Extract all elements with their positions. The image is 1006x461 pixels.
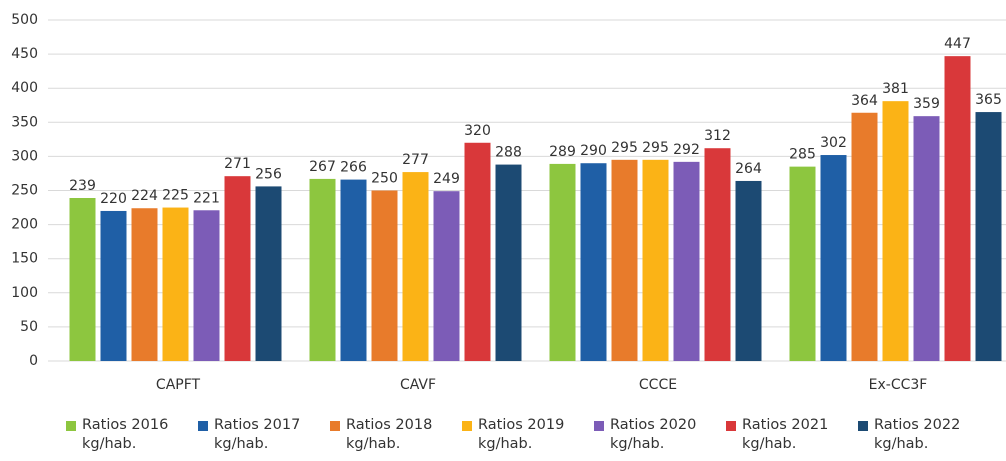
y-tick-label: 250 (11, 183, 38, 199)
bar (549, 163, 576, 361)
data-label: 320 (464, 123, 491, 139)
data-label: 249 (433, 171, 460, 187)
y-tick-label: 500 (11, 12, 38, 28)
data-label: 365 (975, 92, 1002, 108)
y-tick-label: 0 (29, 353, 38, 369)
bar (162, 207, 189, 361)
data-label: 290 (580, 143, 607, 159)
legend-swatch (726, 421, 736, 431)
legend-label: Ratios 2021 kg/hab. (742, 417, 829, 452)
legend-swatch (198, 421, 208, 431)
data-label: 266 (340, 160, 367, 176)
data-label: 288 (495, 145, 522, 161)
y-tick-label: 200 (11, 217, 38, 233)
data-label: 302 (820, 135, 847, 151)
data-label: 224 (131, 188, 158, 204)
data-label: 295 (642, 140, 669, 156)
bar (464, 142, 491, 361)
y-tick-label: 50 (20, 319, 38, 335)
data-label: 221 (193, 190, 220, 206)
legend-label: Ratios 2018 kg/hab. (346, 417, 433, 452)
bar (851, 112, 878, 361)
y-tick-label: 400 (11, 80, 38, 96)
x-tick-label: Ex-CC3F (869, 377, 928, 393)
legend-item: Ratios 2021 kg/hab. (726, 416, 858, 454)
bar (402, 172, 429, 361)
y-tick-label: 300 (11, 148, 38, 164)
y-tick-label: 350 (11, 114, 38, 130)
bar (495, 164, 522, 361)
bar (820, 155, 847, 361)
bar (642, 159, 669, 361)
legend: Ratios 2016 kg/hab. Ratios 2017 kg/hab. Ra… (66, 416, 996, 460)
data-label: 295 (611, 140, 638, 156)
legend-swatch (462, 421, 472, 431)
x-tick-label: CAVF (400, 377, 436, 393)
data-label: 267 (309, 159, 336, 175)
x-tick-label: CCCE (639, 377, 677, 393)
bar (433, 191, 460, 361)
bar (789, 166, 816, 361)
bar (131, 208, 158, 361)
data-label: 220 (100, 191, 127, 207)
legend-swatch (858, 421, 868, 431)
legend-item: Ratios 2020 kg/hab. (594, 416, 726, 454)
data-label: 289 (549, 144, 576, 160)
legend-item: Ratios 2016 kg/hab. (66, 416, 198, 454)
bar (611, 159, 638, 361)
data-label: 359 (913, 96, 940, 112)
legend-label: Ratios 2019 kg/hab. (478, 417, 565, 452)
bar (69, 198, 96, 361)
bar (580, 163, 607, 361)
data-label: 447 (944, 36, 971, 52)
data-label: 225 (162, 188, 189, 204)
bar (975, 112, 1002, 361)
data-label: 277 (402, 152, 429, 168)
bar (371, 190, 398, 361)
legend-swatch (330, 421, 340, 431)
bar (913, 116, 940, 361)
bar (673, 161, 700, 361)
bar (193, 210, 220, 361)
bar (735, 180, 762, 361)
bar (882, 101, 909, 362)
data-label: 256 (255, 166, 282, 182)
data-label: 285 (789, 147, 816, 163)
bar (944, 56, 971, 362)
legend-swatch (66, 421, 76, 431)
data-label: 264 (735, 161, 762, 177)
data-label: 292 (673, 142, 700, 158)
bar (309, 178, 336, 361)
legend-label: Ratios 2020 kg/hab. (610, 417, 697, 452)
y-tick-label: 100 (11, 285, 38, 301)
data-label: 381 (882, 81, 909, 97)
legend-label: Ratios 2016 kg/hab. (82, 417, 169, 452)
legend-label: Ratios 2022 kg/hab. (874, 417, 961, 452)
data-label: 364 (851, 93, 878, 109)
y-tick-label: 450 (11, 46, 38, 62)
data-label: 271 (224, 156, 251, 172)
legend-item: Ratios 2022 kg/hab. (858, 416, 990, 454)
y-tick-label: 150 (11, 251, 38, 267)
data-label: 250 (371, 171, 398, 187)
bar (100, 210, 127, 361)
legend-item: Ratios 2018 kg/hab. (330, 416, 462, 454)
legend-label: Ratios 2017 kg/hab. (214, 417, 301, 452)
legend-swatch (594, 421, 604, 431)
bar (255, 186, 282, 361)
bar (340, 179, 367, 361)
data-label: 312 (704, 128, 731, 144)
data-label: 239 (69, 178, 96, 194)
bar (704, 148, 731, 361)
legend-item: Ratios 2017 kg/hab. (198, 416, 330, 454)
x-tick-label: CAPFT (156, 377, 201, 393)
legend-item: Ratios 2019 kg/hab. (462, 416, 594, 454)
bar (224, 176, 251, 361)
